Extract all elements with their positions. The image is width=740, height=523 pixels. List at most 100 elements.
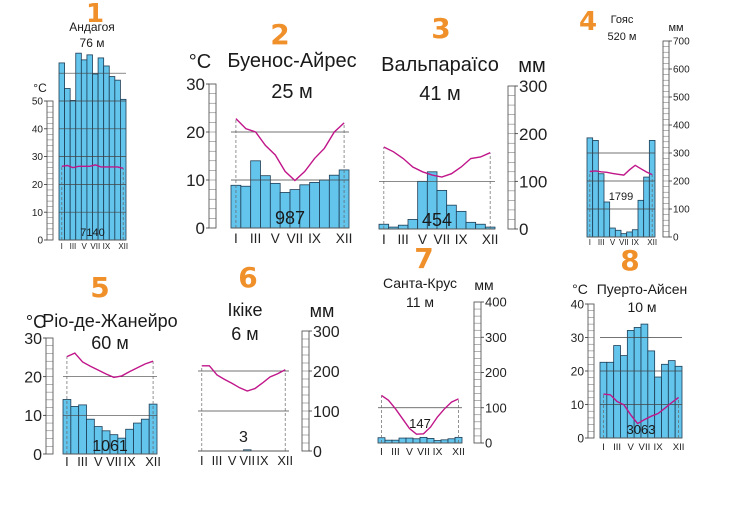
precip-bar <box>606 361 615 439</box>
precip-bar <box>631 229 639 238</box>
month-label: XII <box>145 454 161 469</box>
temperature-unit: °C <box>189 51 211 73</box>
precip-bar <box>637 199 645 238</box>
precip-bar <box>78 404 87 455</box>
month-label: III <box>77 454 88 469</box>
month-label: XII <box>482 232 499 247</box>
month-label: VII <box>90 242 100 251</box>
month-label: VII <box>239 453 255 468</box>
chart-number: 3 <box>431 12 450 45</box>
precip-bar <box>614 229 622 238</box>
precip-bar <box>447 438 456 444</box>
month-label: XII <box>336 231 353 246</box>
month-label: VII <box>639 442 651 453</box>
chart-number: 8 <box>620 244 639 277</box>
axis-tick-label: 200 <box>673 177 690 188</box>
temperature-line <box>603 393 680 425</box>
axis-tick-label: 50 <box>32 97 44 108</box>
axis-tick-label: 20 <box>571 364 585 378</box>
month-label: III <box>613 442 621 453</box>
precip-bar <box>398 437 407 444</box>
month-label: XII <box>277 453 293 468</box>
precipitation-unit: мм <box>310 301 335 321</box>
temperature-line <box>61 164 124 169</box>
month-label: III <box>598 238 605 247</box>
axis-tick-label: 100 <box>519 172 547 191</box>
axis-tick-label: 300 <box>313 324 340 341</box>
temperature-line <box>66 352 154 379</box>
station-elevation: 76 м <box>80 36 105 50</box>
axis-tick-label: 500 <box>673 93 690 104</box>
axis-ruler <box>46 100 54 241</box>
axis-tick-label: 100 <box>485 400 507 415</box>
chart-number: 1 <box>86 0 104 29</box>
precip-bar <box>328 174 340 229</box>
precip-bar <box>475 223 486 230</box>
axis-tick-label: 10 <box>24 408 42 425</box>
annual-precipitation-total: 1061 <box>92 438 128 455</box>
station-name: Андагоя <box>69 20 115 34</box>
station-elevation: 25 м <box>271 81 313 103</box>
month-label: IX <box>308 231 321 246</box>
month-label: IX <box>256 453 269 468</box>
axis-ruler <box>301 330 310 452</box>
precip-bar <box>260 175 271 229</box>
precip-bar <box>667 360 676 439</box>
temperature-unit: °C <box>572 281 588 297</box>
annual-precipitation-total: 147 <box>409 416 431 431</box>
month-label: XII <box>647 238 657 247</box>
axis-tick-label: 200 <box>313 364 340 381</box>
precip-bar <box>412 438 421 444</box>
month-label: V <box>271 231 280 246</box>
axis-tick-label: 400 <box>485 295 507 310</box>
precip-bar <box>397 224 409 230</box>
station-elevation: 10 м <box>627 299 656 315</box>
annual-precipitation-total: 1799 <box>609 191 633 203</box>
month-label: I <box>65 454 69 469</box>
annual-precipitation-total: 7140 <box>80 227 104 239</box>
chart-number: 4 <box>579 7 597 37</box>
temperature-line <box>201 365 286 392</box>
chart-number: 7 <box>414 242 433 275</box>
precip-bar <box>250 160 261 229</box>
axis-ruler <box>662 40 670 238</box>
axis-ruler <box>507 85 516 230</box>
station-name: Буенос-Айрес <box>227 50 356 72</box>
chart-number: 2 <box>270 18 289 51</box>
month-label: VII <box>417 447 430 458</box>
month-label: I <box>200 453 204 468</box>
precip-bar <box>405 437 414 444</box>
month-label: I <box>589 238 591 247</box>
month-label: III <box>397 232 408 247</box>
station-name: Ікіке <box>228 300 263 320</box>
precipitation-unit: мм <box>518 55 546 77</box>
precip-bar <box>338 169 350 229</box>
precipitation-unit: мм <box>668 22 683 34</box>
precip-bar <box>661 363 669 439</box>
month-label: IX <box>631 238 639 247</box>
month-label: VII <box>619 238 629 247</box>
axis-tick-label: 0 <box>33 447 42 464</box>
axis-tick-label: 0 <box>673 233 679 244</box>
month-label: I <box>380 447 383 458</box>
precip-bar <box>597 173 605 238</box>
temperature-unit: °C <box>33 81 47 95</box>
month-label: V <box>610 238 616 247</box>
axis-tick-label: 700 <box>673 37 690 48</box>
axis-tick-label: 100 <box>313 404 340 421</box>
precip-bar <box>419 436 428 444</box>
axis-tick-label: 10 <box>571 398 585 412</box>
axis-tick-label: 300 <box>485 330 507 345</box>
station-name: Вальпараїсо <box>381 54 499 76</box>
station-name: Ріо-де-Жанейро <box>42 311 177 331</box>
axis-tick-label: 20 <box>24 369 42 386</box>
month-label: XII <box>118 242 128 251</box>
month-label: IX <box>103 242 111 251</box>
month-label: VII <box>287 231 304 246</box>
precip-bar <box>64 88 71 241</box>
month-label: I <box>234 231 238 246</box>
station-elevation: 60 м <box>91 333 128 353</box>
